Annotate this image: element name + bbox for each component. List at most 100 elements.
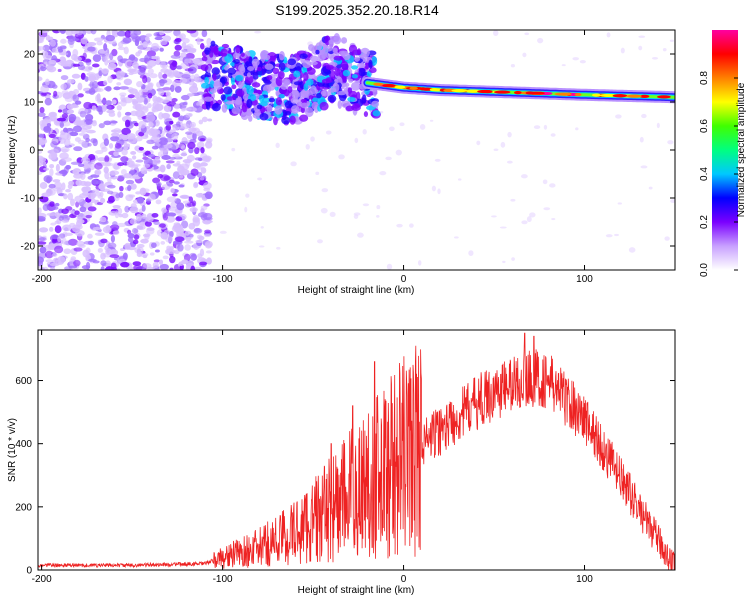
- noise-blob: [167, 183, 174, 187]
- signal-blob: [351, 49, 362, 56]
- noise-blob: [73, 173, 83, 179]
- noise-blob: [50, 148, 59, 155]
- noise-blob: [76, 121, 82, 127]
- noise-blob: [145, 114, 156, 123]
- faint-blob: [542, 179, 548, 185]
- noise-blob: [200, 213, 208, 221]
- noise-blob: [125, 179, 135, 185]
- noise-blob: [73, 247, 83, 252]
- faint-blob: [305, 143, 310, 150]
- faint-blob: [315, 171, 320, 175]
- noise-blob: [86, 72, 96, 77]
- noise-blob: [151, 106, 157, 113]
- noise-blob: [124, 30, 132, 39]
- noise-blob: [106, 190, 114, 195]
- signal-blob: [347, 96, 356, 102]
- noise-blob: [91, 120, 97, 127]
- noise-blob: [139, 187, 147, 196]
- noise-blob: [98, 123, 105, 129]
- signal-blob: [275, 97, 283, 106]
- noise-blob: [185, 131, 193, 135]
- snr-frame: [37, 329, 676, 571]
- signal-blob: [209, 50, 214, 58]
- noise-blob: [204, 191, 213, 200]
- signal-blob: [302, 59, 312, 69]
- noise-blob: [87, 240, 94, 245]
- noise-blob: [186, 43, 194, 50]
- faint-blob: [579, 59, 586, 64]
- faint-blob: [640, 165, 648, 169]
- noise-blob: [63, 127, 68, 133]
- signal-blob: [315, 42, 322, 51]
- faint-blob: [500, 141, 506, 148]
- signal-blob: [360, 47, 370, 58]
- faint-blob: [257, 177, 262, 181]
- noise-blob: [175, 121, 181, 127]
- noise-blob: [61, 182, 66, 191]
- noise-blob: [42, 266, 49, 270]
- noise-blob: [83, 161, 89, 169]
- signal-blob: [306, 78, 314, 86]
- noise-blob: [135, 159, 144, 163]
- noise-blob: [163, 104, 172, 113]
- noise-blob: [76, 216, 83, 223]
- noise-blob: [156, 96, 162, 103]
- faint-blob: [648, 186, 653, 190]
- noise-blob: [167, 59, 177, 66]
- noise-blob: [189, 207, 198, 213]
- signal-blob: [315, 49, 320, 55]
- noise-blob: [166, 163, 171, 170]
- noise-blob: [137, 50, 143, 54]
- noise-blob: [134, 246, 144, 254]
- noise-blob: [166, 245, 171, 251]
- signal-blob: [266, 74, 273, 81]
- signal-blob: [213, 81, 223, 90]
- noise-blob: [56, 187, 63, 195]
- noise-blob: [109, 52, 114, 61]
- signal-blob: [209, 88, 217, 94]
- signal-blob: [284, 110, 292, 116]
- faint-blob: [454, 236, 459, 239]
- noise-blob: [194, 147, 200, 155]
- signal-blob: [328, 39, 335, 45]
- noise-blob: [59, 30, 66, 34]
- noise-blob: [94, 232, 105, 236]
- noise-blob: [192, 82, 198, 89]
- noise-blob: [54, 220, 60, 225]
- faint-blob: [522, 52, 527, 58]
- snr-x-tick-label: 0: [401, 574, 407, 585]
- noise-blob: [39, 166, 47, 173]
- spectrogram-y-tick-label: 20: [24, 50, 36, 61]
- noise-blob: [123, 78, 133, 86]
- noise-blob: [154, 249, 160, 253]
- noise-blob: [195, 193, 204, 198]
- noise-blob: [117, 46, 126, 51]
- noise-blob: [112, 221, 118, 227]
- faint-blob: [651, 56, 659, 60]
- faint-blob: [409, 223, 414, 228]
- noise-blob: [153, 220, 160, 226]
- noise-blob: [94, 73, 100, 81]
- noise-blob: [84, 169, 91, 173]
- ridge-hotspot: [514, 90, 522, 95]
- faint-blob: [551, 217, 556, 221]
- snr-x-label: Height of straight line (km): [298, 585, 415, 596]
- noise-blob: [174, 85, 182, 93]
- signal-blob: [342, 52, 351, 61]
- signal-blob: [259, 113, 269, 121]
- noise-blob: [40, 92, 47, 97]
- noise-blob: [38, 137, 48, 145]
- noise-blob: [113, 86, 121, 91]
- noise-blob: [132, 100, 139, 105]
- faint-blob: [572, 57, 579, 61]
- faint-blob: [524, 32, 530, 36]
- signal-blob: [311, 101, 319, 110]
- noise-blob: [113, 151, 119, 157]
- spectrogram-y-tick-label: -10: [21, 194, 36, 205]
- faint-blob: [638, 35, 646, 38]
- noise-blob: [104, 155, 110, 163]
- signal-blob: [303, 83, 309, 91]
- noise-blob: [153, 138, 161, 143]
- noise-blob: [71, 73, 81, 79]
- ridge-hotspot: [527, 91, 545, 95]
